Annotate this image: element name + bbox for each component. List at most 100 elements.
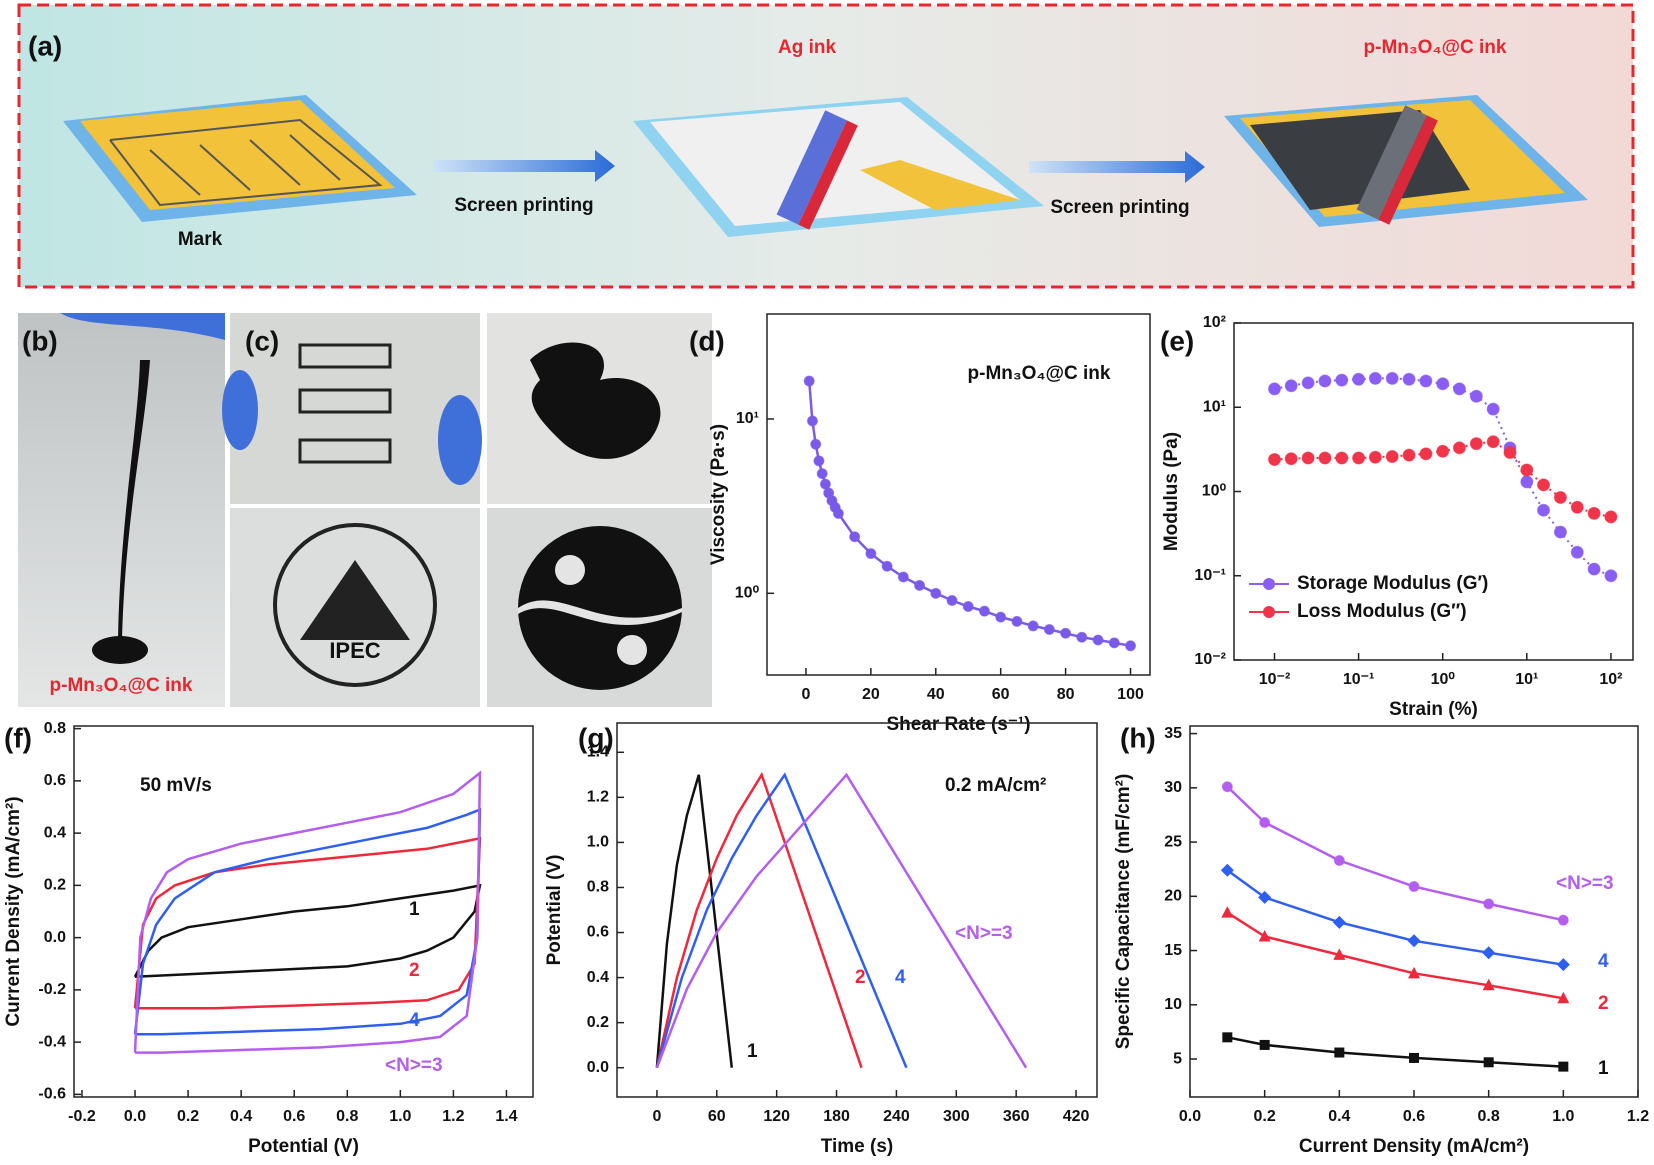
marker: [813, 455, 825, 467]
series-label: <N>=3: [1556, 873, 1614, 894]
x-tick-label: 0.2: [1254, 1108, 1276, 1125]
marker: [1486, 402, 1500, 416]
annotation: p-Mn₃O₄@C ink: [968, 363, 1111, 384]
y-tick-label: 1.2: [587, 789, 609, 806]
y-tick-label: 10⁰: [1202, 483, 1227, 500]
series-line: [133, 770, 482, 1054]
plot-frame: [616, 722, 1098, 1098]
series-label: 1: [409, 899, 420, 920]
marker: [1587, 506, 1601, 520]
yin-yang: [518, 600, 682, 625]
x-tick-label: 80: [1057, 686, 1075, 703]
x-tick-label: 0.4: [230, 1108, 252, 1125]
y-axis-label: Current Density (mA/cm²): [3, 796, 24, 1026]
x-axis-label: Potential (V): [248, 1136, 359, 1157]
x-tick-label: 0.0: [124, 1108, 146, 1125]
series-line: [133, 883, 482, 979]
printed-electrodes: [298, 343, 392, 464]
logo-text: IPEC: [329, 638, 380, 663]
photo-caption: p-Mn₃O₄@C ink: [50, 675, 193, 696]
x-axis-label: Current Density (mA/cm²): [1299, 1136, 1529, 1157]
legend-label: Loss Modulus (G″): [1297, 601, 1467, 622]
marker: [1537, 478, 1551, 492]
step-label: Ag ink: [778, 37, 836, 58]
x-tick-label: 0.8: [336, 1108, 358, 1125]
marker: [1368, 371, 1382, 385]
x-tick-label: 10⁻²: [1259, 671, 1291, 688]
marker: [1452, 441, 1466, 455]
marker: [810, 438, 822, 450]
y-tick-label: 10⁰: [735, 585, 760, 602]
marker: [1259, 817, 1271, 829]
marker: [1469, 437, 1483, 451]
glove: [222, 370, 258, 450]
marker: [1352, 451, 1366, 465]
series-label: 2: [855, 967, 866, 988]
y-axis-label: Potential (V): [544, 855, 565, 966]
panel-label: (a): [28, 30, 62, 61]
x-tick-label: 10⁻¹: [1343, 671, 1375, 688]
panel-label: (h): [1120, 722, 1156, 753]
x-tick-label: 10¹: [1515, 671, 1538, 688]
panel-label: (b): [22, 325, 58, 356]
series-label: <N>=3: [955, 923, 1013, 944]
marker: [1570, 500, 1584, 514]
marker: [1520, 475, 1534, 489]
y-tick-label: 5: [1173, 1050, 1182, 1067]
marker: [962, 601, 974, 613]
marker: [1333, 855, 1345, 867]
marker: [1284, 379, 1298, 393]
y-tick-label: 15: [1164, 942, 1182, 959]
marker: [806, 415, 818, 427]
marker: [1556, 958, 1570, 972]
series-line: [1226, 869, 1564, 966]
y-tick-label: 0.2: [44, 877, 66, 894]
step-label: Mark: [178, 229, 223, 250]
marker: [865, 548, 877, 560]
marker: [1335, 373, 1349, 387]
series-label: 4: [1598, 951, 1609, 972]
panel-label: (g): [578, 722, 614, 753]
legend-marker: [1263, 606, 1275, 618]
marker: [1222, 1032, 1233, 1043]
marker: [1333, 948, 1346, 960]
y-axis-label: Viscosity (Pa·s): [708, 424, 729, 565]
marker: [1267, 382, 1281, 396]
x-tick-label: 40: [927, 686, 945, 703]
marker: [1537, 503, 1551, 517]
marker: [1409, 1052, 1419, 1063]
series-label: 2: [1598, 993, 1609, 1014]
x-tick-label: 180: [823, 1108, 850, 1125]
marker: [1385, 450, 1399, 464]
panel-label: (d): [689, 325, 725, 356]
ink-drop: [92, 636, 148, 664]
marker: [1486, 435, 1500, 449]
marker: [1043, 624, 1055, 636]
x-tick-label: 0.0: [1179, 1108, 1201, 1125]
marker: [1520, 463, 1534, 477]
step-label: p-Mn₃O₄@C ink: [1364, 37, 1507, 58]
marker: [1604, 510, 1618, 524]
y-tick-label: 10: [1164, 996, 1182, 1013]
board: [1224, 95, 1588, 227]
marker: [849, 531, 861, 543]
x-tick-label: 100: [1117, 686, 1144, 703]
x-tick-label: 1.0: [1552, 1108, 1574, 1125]
marker: [1368, 450, 1382, 464]
y-tick-label: 20: [1164, 888, 1182, 905]
marker: [1011, 615, 1023, 627]
series-line: [1227, 1036, 1564, 1068]
y-tick-label: 35: [1164, 725, 1182, 742]
x-tick-label: 1.0: [389, 1108, 411, 1125]
marker: [1125, 640, 1137, 652]
x-tick-label: 60: [992, 686, 1010, 703]
marker: [1408, 881, 1420, 893]
glove: [60, 313, 225, 340]
y-tick-label: 0.0: [44, 929, 66, 946]
marker: [1570, 545, 1584, 559]
marker: [1482, 946, 1496, 960]
x-tick-label: 420: [1063, 1108, 1090, 1125]
marker: [1402, 372, 1416, 386]
marker: [1553, 525, 1567, 539]
marker: [1553, 490, 1567, 504]
